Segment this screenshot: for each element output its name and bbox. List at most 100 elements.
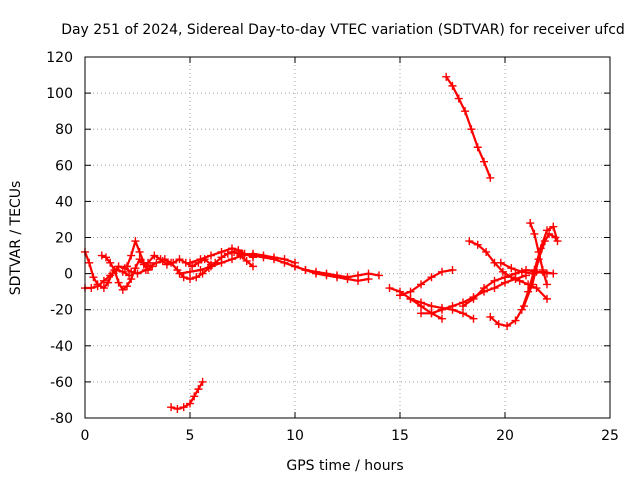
data-point [150, 251, 159, 260]
data-point [162, 260, 171, 269]
data-point [217, 247, 226, 256]
chart-title: Day 251 of 2024, Sidereal Day-to-day VTE… [61, 22, 625, 38]
data-point [123, 282, 131, 291]
data-point [114, 278, 123, 287]
y-tick-label: 20 [55, 231, 73, 247]
data-point [131, 237, 140, 246]
data-point [223, 249, 232, 258]
data-point [89, 273, 98, 282]
data-point [280, 258, 289, 267]
series-s12 [385, 284, 446, 323]
data-point [459, 302, 467, 311]
data-point [110, 265, 119, 274]
data-point [99, 284, 108, 293]
data-point [549, 269, 558, 278]
data-point [507, 264, 516, 273]
data-point [194, 385, 203, 394]
data-point [106, 271, 115, 280]
data-point [469, 314, 478, 323]
y-tick-label: 40 [55, 194, 73, 210]
data-point [515, 276, 524, 285]
data-point [459, 309, 467, 318]
data-point [454, 94, 463, 103]
data-point [438, 267, 446, 276]
data-point [97, 251, 106, 260]
y-tick-label: -60 [50, 375, 73, 391]
y-tick-label: 0 [64, 267, 73, 283]
data-point [498, 267, 507, 276]
data-point [291, 262, 299, 271]
y-axis-label: SDTVAR / TECUs [8, 181, 24, 296]
x-tick-label: 5 [186, 428, 195, 444]
data-point [238, 249, 247, 258]
data-point [322, 269, 331, 278]
data-point [465, 237, 474, 246]
data-point [259, 253, 268, 262]
data-point [364, 269, 373, 278]
data-point [448, 302, 457, 311]
data-point [448, 81, 457, 90]
data-point [482, 247, 491, 256]
data-point [228, 255, 236, 264]
data-point [102, 253, 110, 262]
data-point [530, 265, 539, 274]
x-tick-label: 15 [391, 428, 409, 444]
data-point [186, 267, 194, 276]
data-point [427, 302, 436, 311]
series-line [445, 75, 492, 179]
data-point [438, 305, 446, 314]
data-point [133, 269, 142, 278]
y-tick-label: -40 [50, 339, 73, 355]
plot-area [81, 72, 562, 413]
data-point [396, 291, 404, 300]
data-point [427, 273, 436, 282]
data-point [186, 275, 194, 284]
data-point [538, 265, 547, 274]
series-line [388, 286, 444, 320]
x-tick-label: 25 [601, 428, 619, 444]
data-point [503, 321, 512, 330]
data-point [532, 284, 541, 293]
data-point [179, 273, 188, 282]
data-point [99, 276, 108, 285]
data-point [549, 222, 558, 231]
data-point [385, 284, 394, 293]
data-point [131, 264, 140, 273]
data-point [543, 280, 551, 289]
x-axis-label: GPS time / hours [286, 458, 403, 474]
data-point [198, 377, 207, 386]
data-point [118, 285, 127, 294]
data-point [160, 255, 169, 264]
data-point [106, 258, 115, 267]
series-s16 [442, 72, 495, 182]
data-point [375, 271, 383, 280]
data-point [553, 237, 562, 246]
data-point [524, 287, 533, 296]
data-point [406, 294, 415, 303]
data-point [167, 258, 176, 267]
y-tick-label: 80 [55, 122, 73, 138]
data-point [249, 251, 257, 260]
data-point [242, 256, 251, 265]
data-point [190, 392, 199, 401]
data-point [517, 267, 526, 276]
data-point [473, 143, 482, 152]
y-tick-label: 60 [55, 158, 73, 174]
data-point [175, 255, 184, 264]
data-point [511, 316, 520, 325]
data-point [469, 294, 478, 303]
data-point [496, 258, 505, 267]
data-point [517, 305, 526, 314]
data-point [442, 72, 451, 81]
data-point [490, 284, 499, 293]
data-point [186, 258, 194, 267]
data-point [494, 320, 503, 329]
data-point [167, 403, 176, 412]
data-point [354, 271, 362, 280]
data-point [104, 278, 113, 287]
grid-lines [85, 57, 610, 418]
data-point [127, 275, 136, 284]
data-point [249, 262, 257, 271]
data-point [85, 258, 94, 267]
data-point [175, 269, 184, 278]
